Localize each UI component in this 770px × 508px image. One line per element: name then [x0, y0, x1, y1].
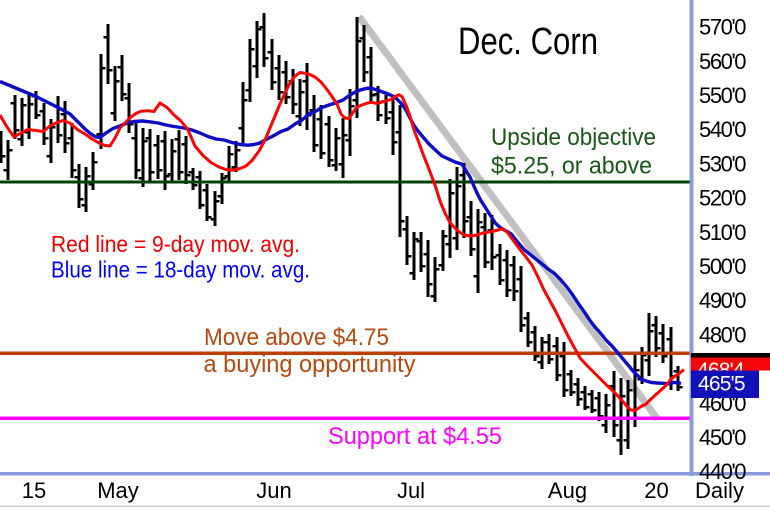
svg-text:540'0: 540'0: [699, 117, 747, 142]
svg-text:490'0: 490'0: [699, 288, 747, 313]
svg-text:Jul: Jul: [397, 478, 425, 503]
svg-text:Jun: Jun: [256, 478, 291, 503]
svg-text:440'0: 440'0: [699, 459, 747, 484]
svg-text:May: May: [97, 478, 139, 503]
svg-text:15: 15: [22, 478, 46, 503]
svg-text:Support at $4.55: Support at $4.55: [328, 423, 502, 450]
svg-text:$5.25, or above: $5.25, or above: [491, 153, 652, 180]
svg-text:560'0: 560'0: [699, 49, 747, 74]
svg-text:500'0: 500'0: [699, 254, 747, 279]
svg-text:520'0: 520'0: [699, 186, 747, 211]
svg-text:450'0: 450'0: [699, 425, 747, 450]
svg-text:Upside objective: Upside objective: [491, 124, 656, 151]
svg-text:465'5: 465'5: [698, 373, 746, 396]
svg-text:530'0: 530'0: [699, 151, 747, 176]
svg-text:Move above $4.75: Move above $4.75: [204, 324, 389, 351]
svg-text:20: 20: [644, 478, 668, 503]
svg-text:570'0: 570'0: [699, 15, 747, 40]
svg-text:468'4: 468'4: [697, 359, 745, 382]
svg-text:Dec. Corn: Dec. Corn: [458, 21, 598, 63]
svg-text:Aug: Aug: [548, 478, 587, 503]
svg-text:480'0: 480'0: [699, 322, 747, 347]
svg-text:Red line = 9-day mov. avg.: Red line = 9-day mov. avg.: [51, 231, 300, 257]
svg-text:a buying opportunity: a buying opportunity: [204, 351, 416, 378]
svg-text:Daily: Daily: [695, 478, 744, 503]
svg-text:510'0: 510'0: [699, 220, 747, 245]
svg-text:Blue line = 18-day mov. avg.: Blue line = 18-day mov. avg.: [51, 257, 310, 283]
svg-text:550'0: 550'0: [699, 83, 747, 108]
